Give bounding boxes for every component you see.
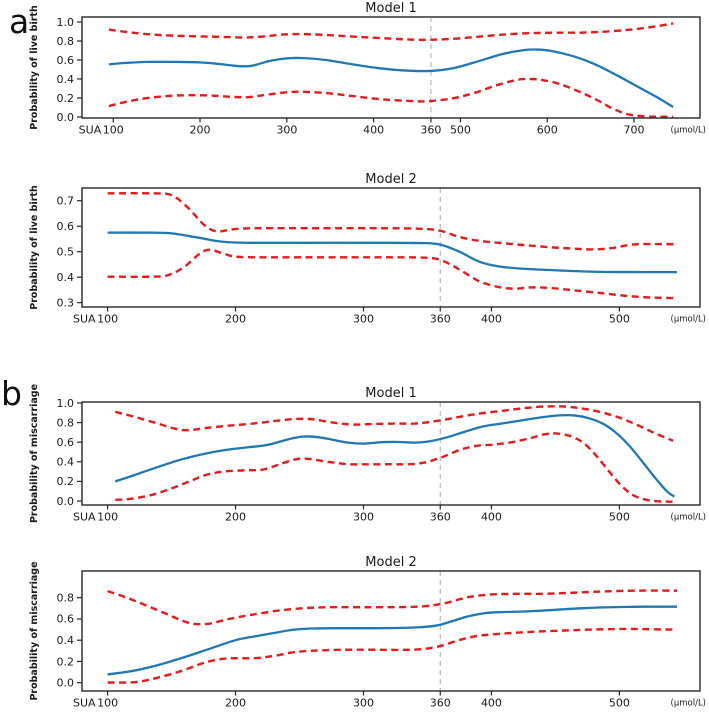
y-tick-label: 0.8 <box>57 416 75 429</box>
plot-border <box>81 570 701 692</box>
x-tick-label: 500 <box>609 313 630 326</box>
chart-title: Model 2 <box>365 172 416 187</box>
y-tick-label: 0.6 <box>57 220 75 233</box>
plot-area <box>82 402 700 505</box>
estimate-curve <box>107 605 677 676</box>
x-tick-label: 100 <box>97 511 118 524</box>
x-tick-label: 100 <box>97 697 118 710</box>
y-tick-label: 0.3 <box>57 296 75 309</box>
upper-ci-curve <box>107 192 677 251</box>
lower-ci-curve <box>107 627 677 684</box>
y-axis-label: Probability of live birth <box>29 5 40 130</box>
upper-ci-curve <box>114 405 674 442</box>
x-axis-sua-label: SUA <box>73 697 96 710</box>
y-tick-label: 0.8 <box>57 35 75 48</box>
x-tick-label: 100 <box>103 124 124 137</box>
y-tick-label: 0.2 <box>57 92 75 105</box>
x-tick-label: 200 <box>190 124 211 137</box>
x-tick-label: 360 <box>430 511 451 524</box>
y-tick-label: 0.6 <box>57 613 75 626</box>
y-tick-label: 0.6 <box>57 54 75 67</box>
y-tick-label: 0.7 <box>57 195 75 208</box>
series-group <box>108 22 674 118</box>
estimate-curve <box>108 48 674 108</box>
x-axis-unit-label: (μmol/L) <box>671 699 706 709</box>
x-tick-label: 400 <box>481 511 502 524</box>
y-tick-label: 0.4 <box>57 456 75 469</box>
y-tick-label: 0.0 <box>57 677 75 690</box>
x-tick-label: 500 <box>609 697 630 710</box>
lower-ci-curve <box>107 248 677 300</box>
chart-a-model-2: 100 200 300 360 400 500 0.3 0.4 0.5 0.6 0.7 SUA (μmo… <box>29 172 706 326</box>
x-axis-sua-label: SUA <box>79 124 102 137</box>
x-axis-unit-label: (μmol/L) <box>671 513 706 523</box>
y-tick-label: 0.4 <box>57 634 75 647</box>
chart-b-model-2: 100 200 300 360 400 500 0.0 0.2 0.4 0.6 0.8 SUA (μmo… <box>29 555 706 710</box>
x-tick-label: 360 <box>430 313 451 326</box>
panel-label-a: a <box>9 2 30 41</box>
x-tick-label: 400 <box>481 697 502 710</box>
x-tick-label: 100 <box>97 313 118 326</box>
x-axis-sua-label: SUA <box>73 511 96 524</box>
x-tick-label: 360 <box>420 124 441 137</box>
x-tick-label: 360 <box>430 697 451 710</box>
x-tick-label: 600 <box>537 124 558 137</box>
plot-border <box>81 16 701 119</box>
x-tick-label: 300 <box>353 697 374 710</box>
series-group <box>114 405 676 503</box>
series-group <box>107 192 677 300</box>
y-tick-label: 0.8 <box>57 591 75 604</box>
estimate-curve <box>107 231 677 274</box>
x-tick-label: 200 <box>225 697 246 710</box>
chart-a-model-1: 100 200 300 400 360 500 600 700 0.0 0.2 0.4 0.6 0.8 1… <box>29 1 706 137</box>
y-axis-label: Probability of live birth <box>29 185 40 310</box>
y-tick-label: 0.4 <box>57 73 75 86</box>
upper-ci-curve <box>107 589 677 626</box>
x-tick-label: 500 <box>609 511 630 524</box>
y-tick-label: 0.5 <box>57 246 75 259</box>
x-axis-unit-label: (μmol/L) <box>671 126 706 136</box>
y-tick-label: 0.6 <box>57 436 75 449</box>
panel-label-b: b <box>1 374 22 413</box>
chart-title: Model 1 <box>365 1 416 16</box>
x-tick-label: 400 <box>363 124 384 137</box>
y-tick-label: 0.2 <box>57 655 75 668</box>
upper-ci-curve <box>108 22 674 42</box>
x-axis-sua-label: SUA <box>73 313 96 326</box>
chart-b-model-1: 100 200 300 360 400 500 0.0 0.2 0.4 0.6 0.8 1.0 SUA (… <box>29 384 706 524</box>
chart-title: Model 1 <box>365 386 416 401</box>
x-tick-label: 400 <box>481 313 502 326</box>
x-tick-label: 300 <box>353 511 374 524</box>
y-axis-label: Probability of miscarriage <box>29 561 40 700</box>
y-tick-label: 0.0 <box>57 495 75 508</box>
y-tick-label: 1.0 <box>57 16 75 29</box>
y-tick-label: 0.0 <box>57 111 75 124</box>
lower-ci-curve <box>108 77 674 118</box>
plot-border <box>81 401 701 506</box>
plot-area <box>82 188 700 307</box>
plot-area <box>82 571 700 691</box>
y-tick-label: 0.2 <box>57 475 75 488</box>
estimate-curve <box>114 413 676 498</box>
y-tick-label: 0.4 <box>57 271 75 284</box>
plot-border <box>81 187 701 308</box>
x-tick-label: 200 <box>225 313 246 326</box>
lower-ci-curve <box>115 432 675 503</box>
series-group <box>107 589 677 684</box>
x-tick-label: 700 <box>624 124 645 137</box>
y-tick-label: 1.0 <box>57 397 75 410</box>
x-axis-unit-label: (μmol/L) <box>671 315 706 325</box>
x-tick-label: 500 <box>450 124 471 137</box>
x-tick-label: 300 <box>276 124 297 137</box>
x-tick-label: 300 <box>353 313 374 326</box>
x-tick-label: 200 <box>225 511 246 524</box>
chart-title: Model 2 <box>365 555 416 570</box>
y-axis-label: Probability of miscarriage <box>29 384 40 523</box>
